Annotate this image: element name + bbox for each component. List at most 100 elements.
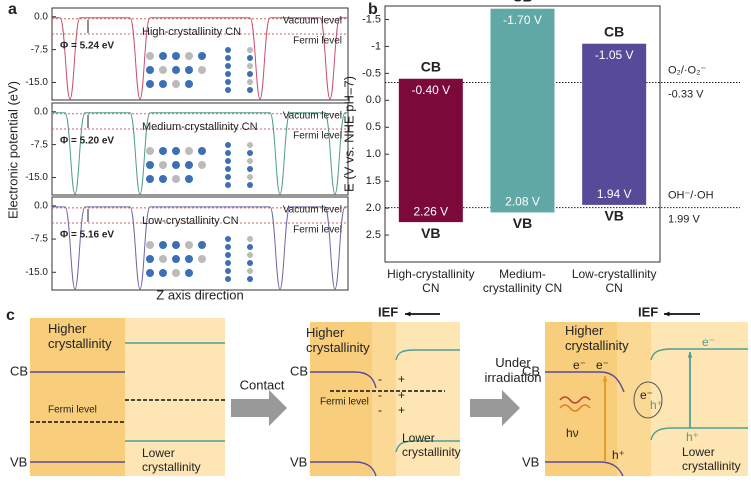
higher-label: Higher crystallinity <box>48 321 112 351</box>
cb-label: CB <box>512 0 532 4</box>
diagram-text: h⁺ <box>686 430 699 444</box>
atom <box>172 255 180 263</box>
y-tick-label: -7.5 <box>31 139 49 150</box>
diagram-text: Contact <box>240 377 285 392</box>
fermi-label: Fermi level <box>293 36 342 47</box>
diagram-text: Fermi level <box>320 397 369 408</box>
atom <box>225 166 231 172</box>
cb-value-label: -1.70 V <box>503 13 542 27</box>
y-tick-label: 0.0 <box>34 200 48 211</box>
atom <box>146 66 154 74</box>
x-tick-label: Medium-crystallinity CN <box>482 267 563 295</box>
atom <box>172 80 180 88</box>
lower-label: Lower crystallinity <box>682 445 741 473</box>
atom <box>225 71 231 77</box>
y-tick-label: 1.5 <box>366 175 381 187</box>
atom <box>146 241 154 249</box>
band-bend <box>310 461 377 477</box>
carrier-ring <box>633 381 663 419</box>
atom <box>247 142 253 148</box>
y-tick-label: 0.0 <box>34 106 48 117</box>
arrow-head <box>664 311 670 317</box>
atom <box>185 255 193 263</box>
y-tick-label: -15.0 <box>25 172 48 183</box>
diagram-text: e⁻ <box>596 358 609 372</box>
atom <box>247 150 253 156</box>
atom <box>159 147 167 155</box>
atom <box>247 47 253 53</box>
plot-frame <box>51 102 349 196</box>
arrow-head <box>602 376 608 382</box>
atom <box>247 174 253 180</box>
diagram-text: CB <box>522 363 540 378</box>
atom <box>159 175 167 183</box>
atom <box>247 268 253 274</box>
band-bend <box>545 371 625 393</box>
vacuum-label: Vacuum level <box>283 16 342 27</box>
atom <box>185 241 193 249</box>
y-tick-label: 0.5 <box>366 121 381 133</box>
atom <box>225 182 231 188</box>
y-tick-label: -0.5 <box>362 67 381 79</box>
plot-title: Low-crystallinity CN <box>142 215 239 227</box>
atom <box>225 63 231 69</box>
vb-label: VB <box>604 208 623 224</box>
atom <box>225 236 231 242</box>
potential-curve <box>52 17 348 100</box>
band-bend <box>559 396 591 404</box>
atom <box>146 147 154 155</box>
diagram-text: h⁺ <box>650 398 663 412</box>
diagram-text: + <box>398 388 405 402</box>
arrow-head <box>687 352 693 358</box>
y-axis-label: Electronic potential (eV) <box>5 81 20 219</box>
diagram-text: CB <box>10 363 28 378</box>
reference-name: OH⁻/·OH <box>668 189 714 201</box>
y-tick-label: 2.5 <box>366 229 381 241</box>
diagram-text: e⁻ <box>640 388 653 402</box>
atom <box>247 63 253 69</box>
atom <box>225 174 231 180</box>
atom <box>198 66 206 74</box>
atom <box>159 255 167 263</box>
work-function: Φ = 5.24 eV <box>60 41 114 52</box>
plot-frame <box>51 196 349 291</box>
atom <box>185 161 193 169</box>
plot-frame <box>51 7 349 101</box>
work-function: Φ = 5.16 eV <box>60 230 114 241</box>
atom <box>247 71 253 77</box>
atom <box>146 80 154 88</box>
atom <box>146 269 154 277</box>
atom <box>225 87 231 93</box>
atom <box>172 241 180 249</box>
diagram-text: h⁺ <box>612 448 625 462</box>
atom <box>225 55 231 61</box>
atom <box>225 252 231 258</box>
phase-high <box>310 322 372 476</box>
atom <box>159 241 167 249</box>
atom <box>146 255 154 263</box>
diagram-text: - <box>378 403 382 417</box>
plot-title: High-crystallinity CN <box>142 26 241 38</box>
diagram-text: + <box>398 372 405 386</box>
atom <box>172 175 180 183</box>
vb-value-label: 1.94 V <box>597 187 632 201</box>
atom <box>185 80 193 88</box>
atom <box>159 52 167 60</box>
cb-label: CB <box>421 58 441 74</box>
panel-label: a <box>8 1 17 18</box>
band-bend <box>395 440 460 453</box>
vb-value-label: 2.08 V <box>505 195 540 209</box>
y-tick-label: -15.0 <box>25 267 48 278</box>
work-function: Φ = 5.20 eV <box>60 136 114 147</box>
y-tick-label: 0.0 <box>366 94 381 106</box>
atom <box>185 66 193 74</box>
y-tick-label: -7.5 <box>31 234 49 245</box>
atom <box>198 147 206 155</box>
y-axis-label: E (V vs. NHE pH=7) <box>341 76 356 192</box>
atom <box>185 175 193 183</box>
bar <box>490 8 555 213</box>
band-bend <box>650 348 748 361</box>
atom <box>225 158 231 164</box>
reference-value: 1.99 V <box>668 213 700 225</box>
atom <box>247 182 253 188</box>
